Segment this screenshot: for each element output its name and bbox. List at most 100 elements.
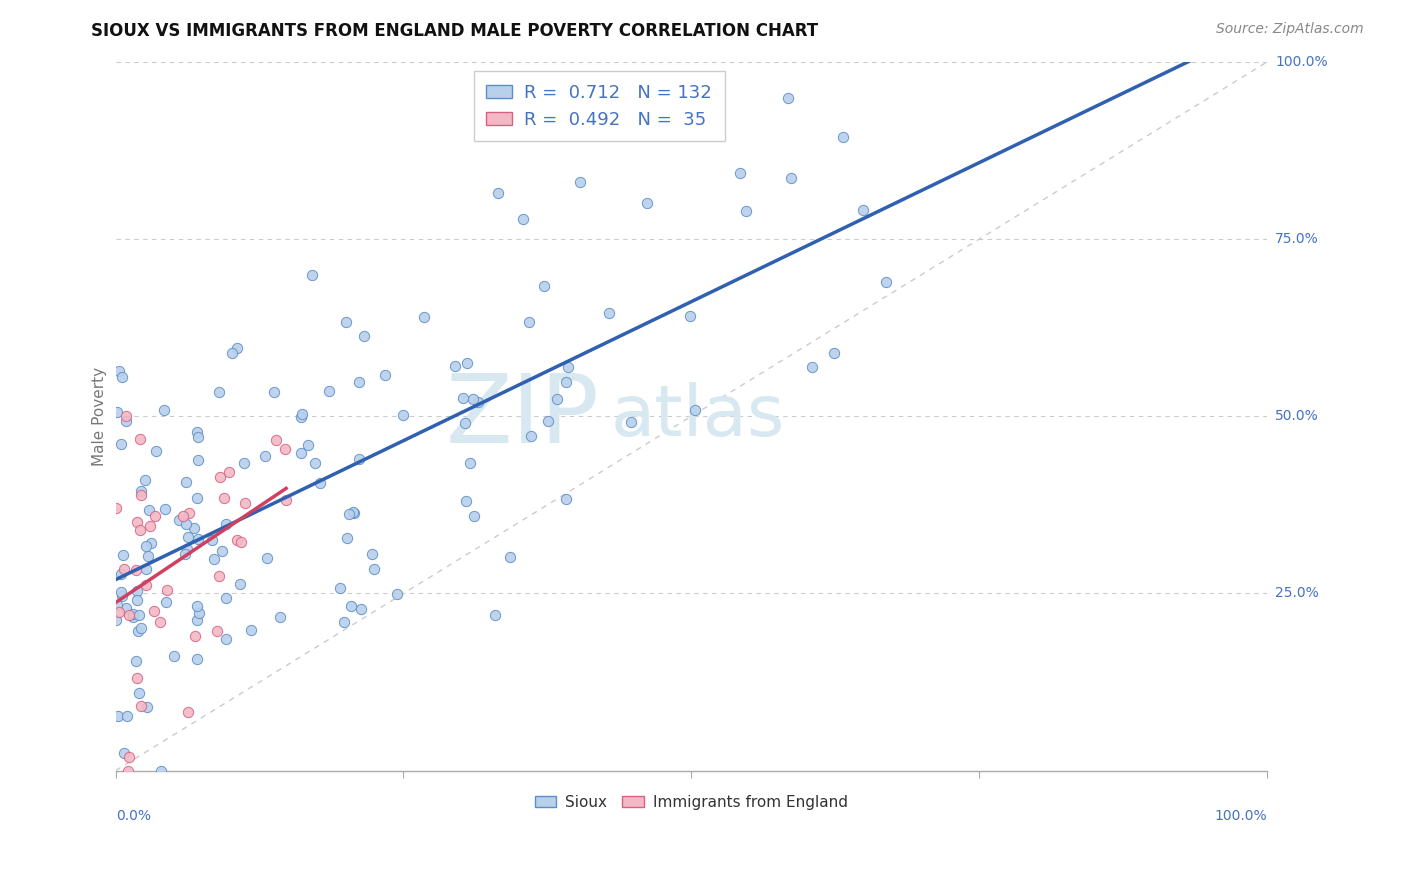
Point (555, 492, 578, 507)
Point (215, 516, 238, 531)
Point (215, 632, 238, 646)
Point (342, 505, 364, 519)
Point (110, 590, 132, 604)
Point (167, 513, 190, 527)
Point (105, 598, 128, 612)
Point (728, 166, 751, 180)
Point (456, 356, 478, 370)
Point (155, 595, 177, 609)
Point (225, 533, 247, 548)
Point (517, 315, 540, 329)
Point (129, 698, 152, 713)
Point (143, 508, 166, 523)
Point (128, 608, 150, 623)
Point (112, 562, 135, 576)
Point (187, 452, 209, 467)
Point (484, 607, 506, 622)
Point (333, 615, 356, 630)
Point (118, 750, 141, 764)
Point (136, 700, 159, 714)
Point (363, 561, 385, 575)
Point (129, 432, 152, 446)
Point (229, 535, 252, 549)
Point (852, 203, 875, 218)
Point (209, 470, 232, 484)
Point (115, 414, 138, 428)
Point (221, 346, 243, 360)
Point (205, 624, 228, 638)
Point (683, 403, 706, 417)
Point (121, 610, 143, 624)
Point (309, 475, 332, 490)
Point (138, 502, 160, 516)
Point (486, 186, 509, 200)
Point (374, 368, 396, 382)
Point (340, 599, 363, 614)
Point (801, 360, 824, 375)
Text: 25.0%: 25.0% (1275, 586, 1319, 600)
Point (290, 446, 312, 460)
Point (208, 569, 231, 583)
Point (156, 582, 179, 597)
Point (598, 305, 620, 319)
Y-axis label: Male Poverty: Male Poverty (93, 367, 107, 466)
Point (129, 621, 152, 635)
Point (129, 523, 152, 537)
Point (108, 364, 131, 378)
Point (350, 602, 373, 616)
Point (533, 278, 555, 293)
Point (202, 552, 225, 566)
Point (110, 585, 132, 599)
Point (215, 591, 238, 606)
Point (117, 709, 139, 723)
Point (125, 583, 148, 598)
Text: 0.0%: 0.0% (115, 809, 150, 823)
Point (385, 587, 408, 601)
Point (134, 473, 156, 487)
Point (620, 415, 643, 429)
Text: 100.0%: 100.0% (1215, 809, 1267, 823)
Point (105, 404, 128, 418)
Point (444, 359, 467, 373)
Text: ZIP: ZIP (446, 370, 599, 463)
Point (128, 686, 150, 700)
Point (291, 408, 314, 422)
Point (547, 392, 569, 407)
Point (110, 437, 132, 451)
Point (129, 487, 152, 501)
Point (174, 475, 197, 490)
Point (107, 709, 129, 723)
Point (208, 385, 231, 400)
Point (301, 268, 323, 282)
Point (135, 562, 157, 576)
Point (153, 402, 176, 417)
Point (149, 615, 172, 629)
Point (823, 346, 845, 360)
Point (127, 624, 149, 638)
Text: 75.0%: 75.0% (1275, 232, 1319, 246)
Point (186, 425, 208, 439)
Text: atlas: atlas (610, 382, 785, 450)
Point (226, 341, 249, 355)
Point (461, 392, 484, 407)
Point (212, 491, 235, 505)
Point (735, 203, 758, 218)
Text: 100.0%: 100.0% (1275, 55, 1327, 70)
Point (124, 563, 146, 577)
Point (176, 542, 198, 557)
Point (186, 652, 208, 666)
Point (454, 494, 477, 508)
Point (636, 196, 658, 211)
Point (125, 515, 148, 529)
Point (235, 496, 257, 510)
Point (337, 508, 360, 522)
Point (392, 409, 415, 423)
Point (186, 599, 208, 613)
Point (183, 521, 205, 535)
Point (104, 501, 127, 516)
Point (173, 547, 195, 561)
Point (135, 578, 157, 592)
Point (111, 370, 134, 384)
Point (297, 438, 319, 452)
Point (127, 671, 149, 685)
